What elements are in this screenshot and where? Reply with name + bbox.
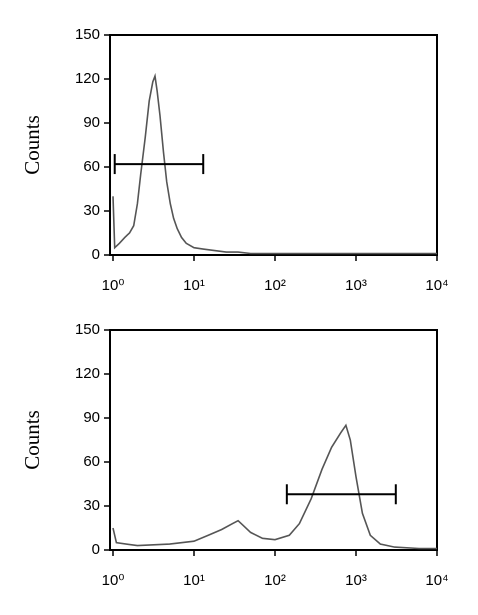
x-tick-label: 10⁰	[102, 277, 125, 294]
y-tick-label: 60	[83, 453, 100, 470]
x-tick-label: 10³	[345, 572, 367, 589]
y-tick-label: 0	[92, 541, 100, 558]
y-tick-label: 120	[75, 365, 100, 382]
x-tick-label: 10³	[345, 277, 367, 294]
x-tick-label: 10⁰	[102, 572, 125, 589]
histogram-line	[112, 72, 437, 255]
x-tick-label: 10⁴	[425, 277, 448, 294]
x-tick-label: 10¹	[183, 572, 205, 589]
x-tick-label: 10¹	[183, 277, 205, 294]
y-axis-label: Counts	[20, 115, 44, 175]
y-tick-label: 90	[83, 114, 100, 131]
y-axis-label: Counts	[20, 410, 44, 470]
plot-frame	[109, 34, 438, 256]
x-tick-label: 10²	[264, 277, 286, 294]
plot-frame	[109, 329, 438, 551]
y-tick-label: 150	[75, 26, 100, 43]
y-tick-label: 60	[83, 158, 100, 175]
histogram-line	[112, 423, 437, 550]
y-tick-label: 0	[92, 246, 100, 263]
y-tick-label: 90	[83, 409, 100, 426]
y-tick-label: 30	[83, 202, 100, 219]
y-tick-label: 30	[83, 497, 100, 514]
y-tick-label: 150	[75, 321, 100, 338]
x-tick-label: 10⁴	[425, 572, 448, 589]
x-tick-label: 10²	[264, 572, 286, 589]
y-tick-label: 120	[75, 70, 100, 87]
